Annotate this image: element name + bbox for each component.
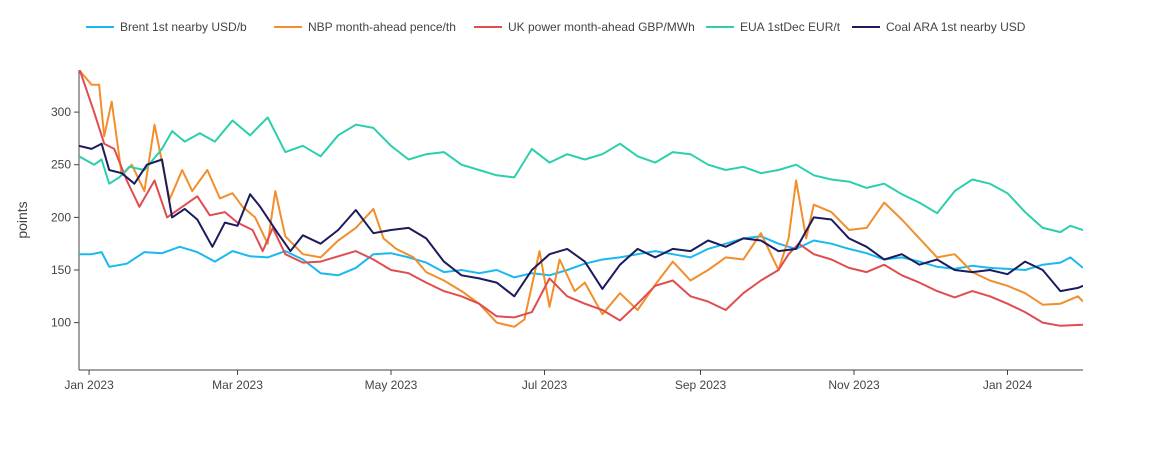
legend-item-3[interactable]: UK power month-ahead GBP/MWh	[474, 20, 695, 34]
legend-item-5[interactable]: Coal ARA 1st nearby USD	[852, 20, 1026, 34]
legend-item-1[interactable]: Brent 1st nearby USD/b	[86, 20, 247, 34]
series-line-4	[79, 116, 1083, 234]
x-tick-label: Jan 2023	[64, 378, 114, 392]
x-tick-label: Mar 2023	[212, 378, 263, 392]
x-tick-label: May 2023	[365, 378, 418, 392]
y-tick-label: 150	[51, 263, 71, 277]
series-line-2	[79, 70, 1083, 328]
series-line-1	[79, 235, 1083, 279]
series-line-3	[79, 70, 1083, 327]
legend-label: NBP month-ahead pence/th	[308, 20, 456, 34]
x-tick-label: Nov 2023	[828, 378, 880, 392]
y-tick-label: 200	[51, 210, 71, 224]
series-layer	[79, 70, 1083, 328]
series-line-5	[79, 142, 1083, 298]
legend-label: UK power month-ahead GBP/MWh	[508, 20, 695, 34]
y-axis-title: points	[14, 201, 30, 238]
x-tick-label: Jan 2024	[983, 378, 1033, 392]
legend-label: Coal ARA 1st nearby USD	[886, 20, 1026, 34]
y-axis-ticks: 100 150 200 250 300	[51, 105, 79, 330]
y-tick-label: 250	[51, 158, 71, 172]
x-tick-label: Sep 2023	[675, 378, 727, 392]
y-tick-label: 100	[51, 316, 71, 330]
legend-label: Brent 1st nearby USD/b	[120, 20, 247, 34]
x-axis-ticks: Jan 2023 Mar 2023 May 2023 Jul 2023 Sep 2023…	[64, 370, 1033, 392]
legend-label: EUA 1stDec EUR/t	[740, 20, 841, 34]
chart-legend: Brent 1st nearby USD/b NBP month-ahead pe…	[86, 20, 1026, 34]
x-tick-label: Jul 2023	[522, 378, 568, 392]
plot-area: 100 150 200 250 300 Jan 2023 Mar 2023 May 2023…	[51, 70, 1083, 392]
legend-item-4[interactable]: EUA 1stDec EUR/t	[706, 20, 841, 34]
legend-item-2[interactable]: NBP month-ahead pence/th	[274, 20, 456, 34]
y-tick-label: 300	[51, 105, 71, 119]
